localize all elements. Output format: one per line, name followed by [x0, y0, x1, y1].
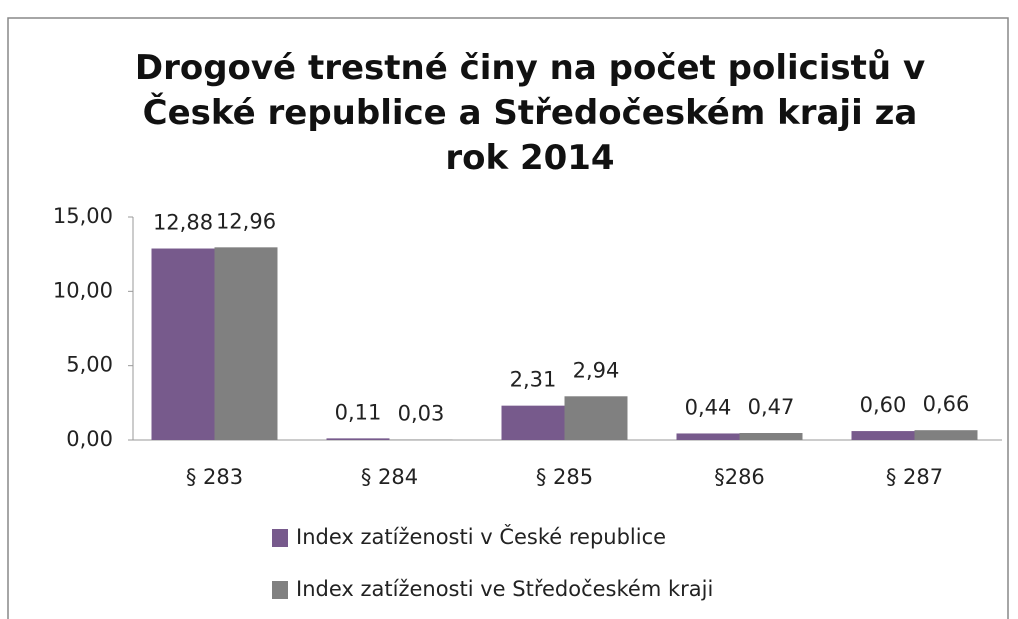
- bar: [326, 438, 390, 440]
- value-label: 12,88: [153, 211, 213, 235]
- legend-swatch: [272, 529, 288, 547]
- y-tick-label: 0,00: [66, 427, 113, 451]
- legend-label: Index zatíženosti ve Středočeském kraji: [296, 577, 713, 601]
- bar: [214, 247, 278, 440]
- x-tick-label: § 284: [361, 465, 418, 489]
- x-tick-label: §286: [714, 465, 765, 489]
- value-label: 12,96: [216, 209, 276, 233]
- x-tick-label: § 285: [536, 465, 593, 489]
- bar: [676, 433, 740, 440]
- value-label: 0,60: [860, 393, 907, 417]
- chart-frame: [7, 17, 1009, 619]
- chart-title: Drogové trestné činy na počet policistů …: [134, 48, 926, 178]
- y-tick-label: 15,00: [53, 204, 113, 228]
- bar: [501, 405, 565, 440]
- y-tick-label: 10,00: [53, 278, 113, 302]
- value-label: 0,11: [335, 400, 382, 424]
- bar: [851, 431, 915, 440]
- x-tick-label: § 287: [886, 465, 943, 489]
- bar: [914, 430, 978, 440]
- legend-swatch: [272, 581, 288, 599]
- y-tick-label: 5,00: [66, 353, 113, 377]
- legend-label: Index zatíženosti v České republice: [296, 524, 666, 549]
- value-label: 2,94: [573, 358, 620, 382]
- value-label: 0,47: [748, 395, 795, 419]
- value-label: 0,03: [398, 402, 445, 426]
- bar: [151, 248, 215, 440]
- value-label: 2,31: [510, 368, 557, 392]
- x-tick-label: § 283: [186, 465, 243, 489]
- bar: [564, 396, 628, 440]
- bar: [739, 433, 803, 440]
- value-label: 0,44: [685, 395, 732, 419]
- value-label: 0,66: [923, 392, 970, 416]
